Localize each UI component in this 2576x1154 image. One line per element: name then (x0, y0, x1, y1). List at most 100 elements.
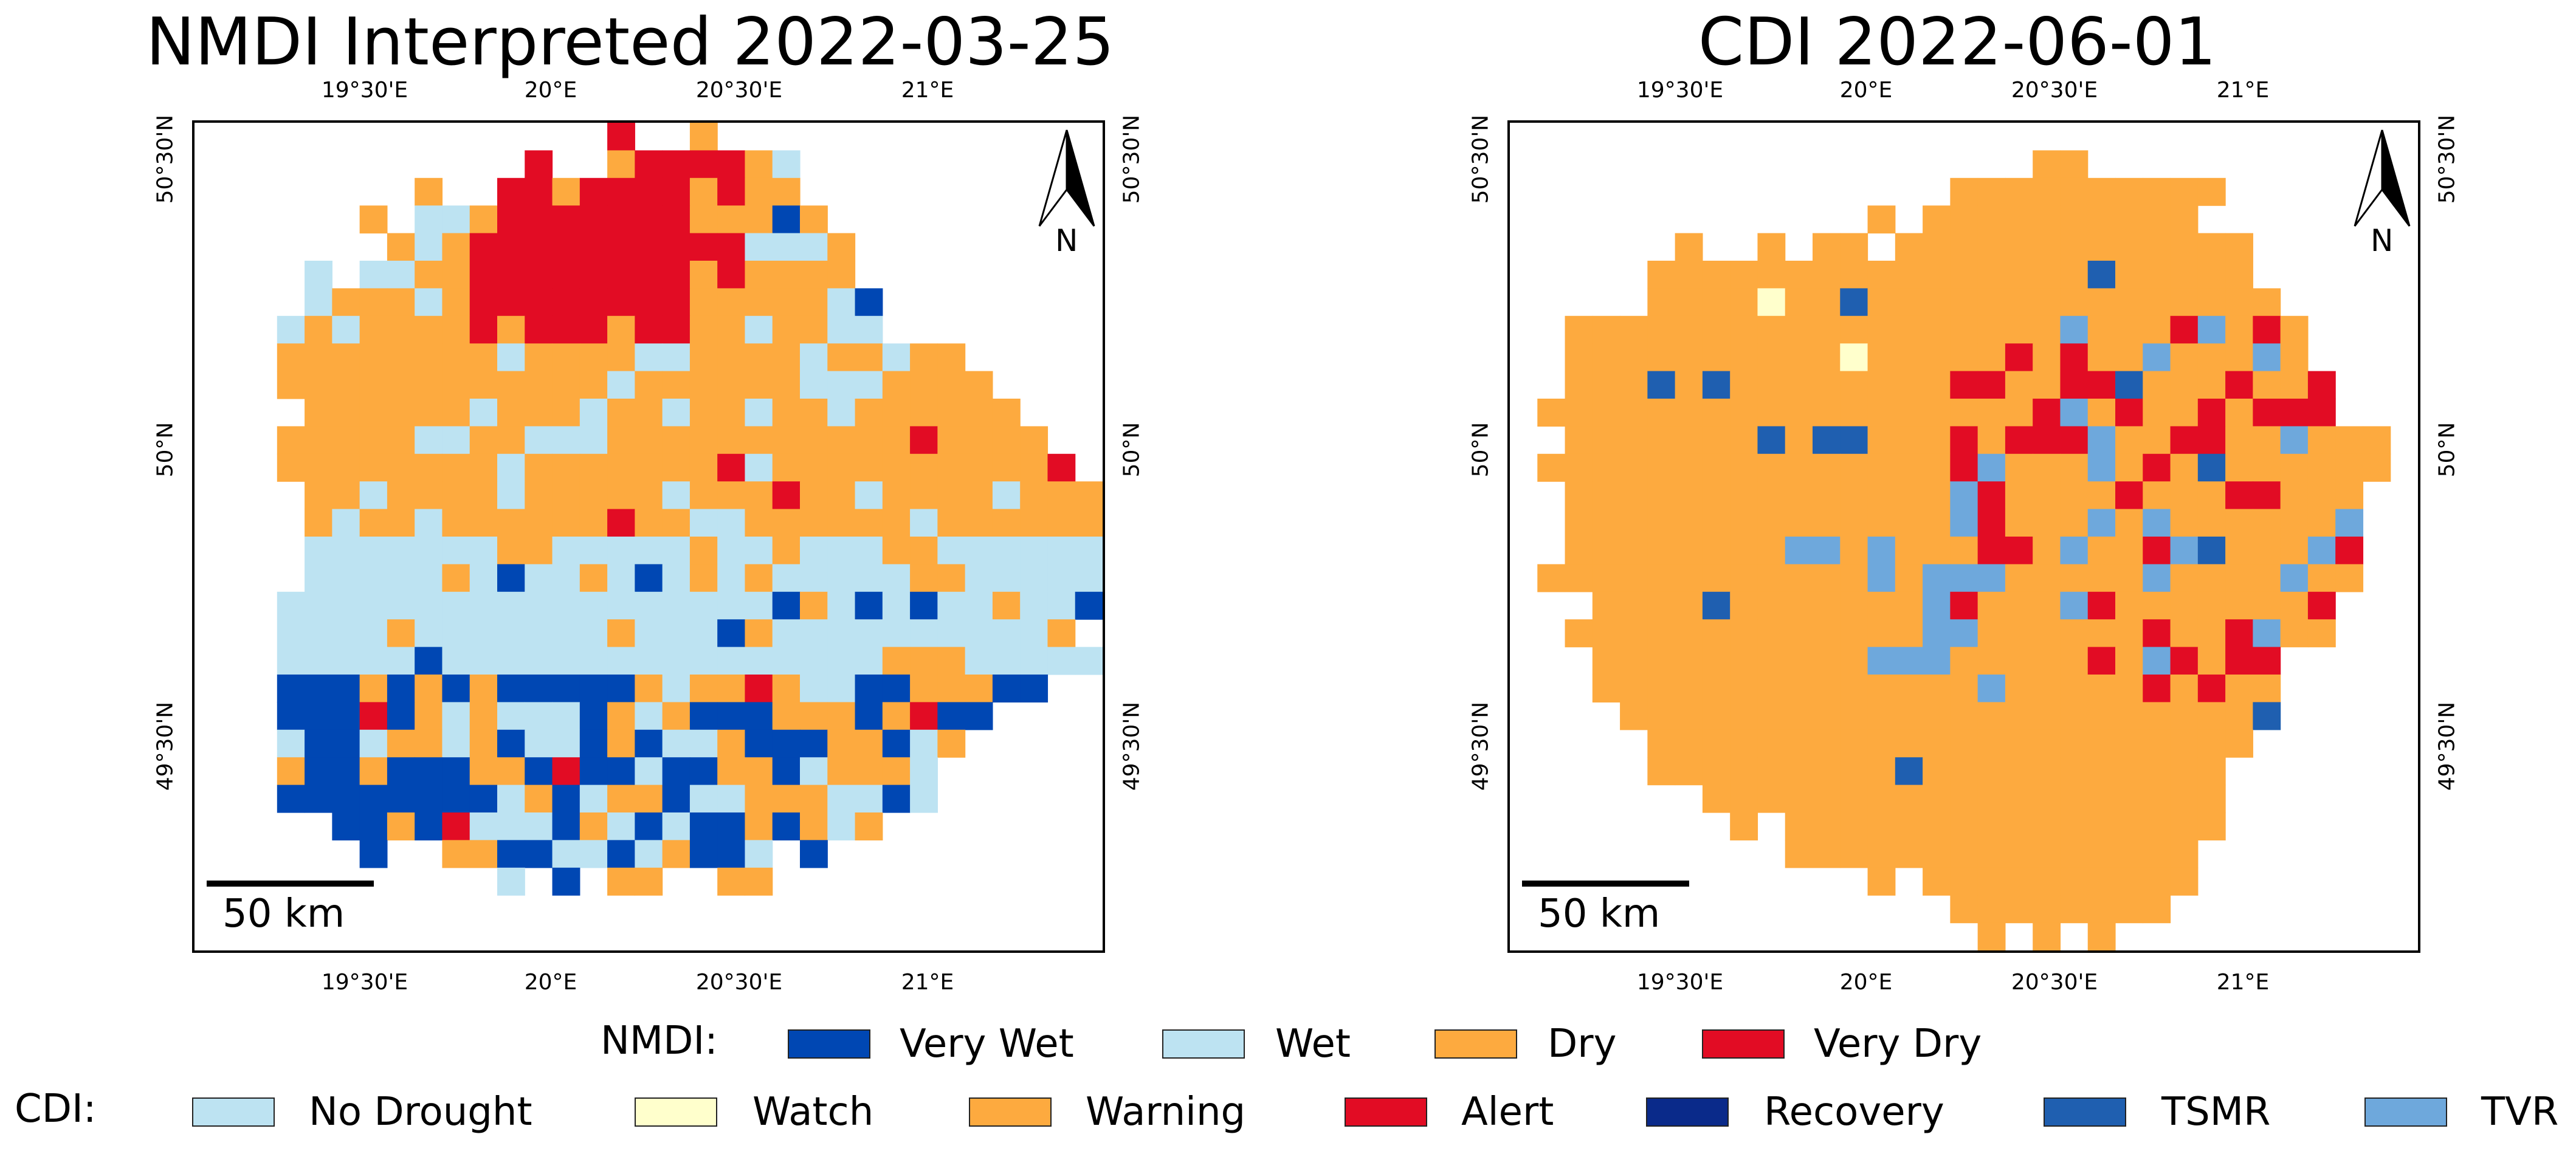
raster-cell (1757, 619, 1786, 648)
raster-cell (277, 757, 305, 786)
raster-cell (2143, 537, 2171, 565)
raster-cell (2170, 757, 2199, 786)
raster-cell (359, 481, 388, 510)
raster-cell (469, 647, 498, 675)
raster-cell (607, 757, 635, 786)
raster-cell (2280, 399, 2309, 427)
raster-cell (2197, 399, 2226, 427)
raster-cell (2143, 785, 2171, 813)
raster-cell (2115, 288, 2143, 317)
raster-cell (689, 729, 718, 758)
raster-cell (497, 867, 525, 896)
raster-cell (2307, 509, 2336, 537)
raster-cell (2115, 840, 2143, 868)
raster-cell (1923, 812, 1951, 840)
raster-cell (1730, 591, 1758, 620)
raster-cell (1675, 757, 1703, 786)
raster-cell (2197, 647, 2226, 675)
raster-cell (1977, 785, 2006, 813)
raster-cell (1620, 371, 1648, 399)
raster-cell (772, 371, 801, 399)
raster-cell (855, 399, 883, 427)
raster-cell (800, 675, 828, 702)
raster-cell (1647, 675, 1676, 702)
raster-cell (1675, 233, 1703, 261)
raster-cell (910, 591, 938, 620)
raster-cell (2087, 812, 2116, 840)
raster-cell (662, 647, 690, 675)
raster-cell (882, 591, 911, 620)
raster-cell (2115, 812, 2143, 840)
raster-cell (332, 453, 360, 482)
raster-cell (359, 371, 388, 399)
raster-cell (497, 233, 525, 261)
raster-cell (525, 453, 553, 482)
raster-cell (937, 675, 966, 702)
raster-cell (1647, 619, 1676, 648)
raster-cell (332, 812, 360, 840)
raster-cell (2197, 426, 2226, 455)
raster-cell (2033, 426, 2061, 455)
raster-cell (579, 205, 608, 234)
raster-cell (552, 564, 580, 592)
raster-cell (2115, 647, 2143, 675)
raster-cell (1702, 647, 1731, 675)
raster-cell (415, 233, 443, 261)
raster-cell (497, 591, 525, 620)
raster-cell (2143, 371, 2171, 399)
raster-cell (2143, 591, 2171, 620)
raster-cell (689, 591, 718, 620)
raster-cell (1675, 453, 1703, 482)
raster-cell (2060, 261, 2089, 289)
raster-cell (579, 261, 608, 289)
raster-cell (910, 619, 938, 648)
raster-cell (745, 729, 773, 758)
raster-cell (469, 399, 498, 427)
raster-cell (2005, 647, 2033, 675)
raster-cell (965, 619, 993, 648)
raster-cell (2115, 757, 2143, 786)
raster-cell (497, 757, 525, 786)
raster-cell (1950, 288, 1978, 317)
raster-cell (2060, 619, 2089, 648)
raster-cell (387, 702, 415, 730)
raster-cell (2170, 702, 2199, 730)
raster-cell (662, 812, 690, 840)
raster-cell (1813, 343, 1841, 372)
raster-cell (1977, 426, 2006, 455)
raster-cell (415, 619, 443, 648)
raster-cell (359, 840, 388, 868)
raster-cell (855, 675, 883, 702)
raster-cell (689, 675, 718, 702)
raster-cell (525, 481, 553, 510)
raster-cell (772, 453, 801, 482)
raster-cell (1977, 177, 2006, 206)
raster-cell (772, 481, 801, 510)
raster-cell (497, 785, 525, 813)
raster-cell (1565, 371, 1593, 399)
raster-cell (2363, 426, 2391, 455)
raster-cell (937, 509, 966, 537)
raster-cell (442, 481, 470, 510)
raster-cell (332, 288, 360, 317)
raster-cell (1675, 399, 1703, 427)
raster-cell (2033, 647, 2061, 675)
scale-bar (207, 881, 374, 887)
raster-cell (662, 785, 690, 813)
raster-cell (2033, 619, 2061, 648)
lat-tick-left: 50°30'N (1468, 114, 1493, 204)
raster-cell (2197, 481, 2226, 510)
raster-cell (745, 537, 773, 565)
raster-cell (305, 757, 332, 786)
raster-cell (745, 261, 773, 289)
raster-cell (937, 426, 966, 455)
raster-cell (2197, 177, 2226, 206)
raster-cell (387, 233, 415, 261)
raster-cell (937, 729, 966, 758)
raster-cell (882, 509, 911, 537)
raster-cell (662, 729, 690, 758)
raster-cell (387, 647, 415, 675)
raster-cell (2143, 288, 2171, 317)
raster-cell (1977, 371, 2006, 399)
cdi-raster (1537, 150, 2391, 950)
